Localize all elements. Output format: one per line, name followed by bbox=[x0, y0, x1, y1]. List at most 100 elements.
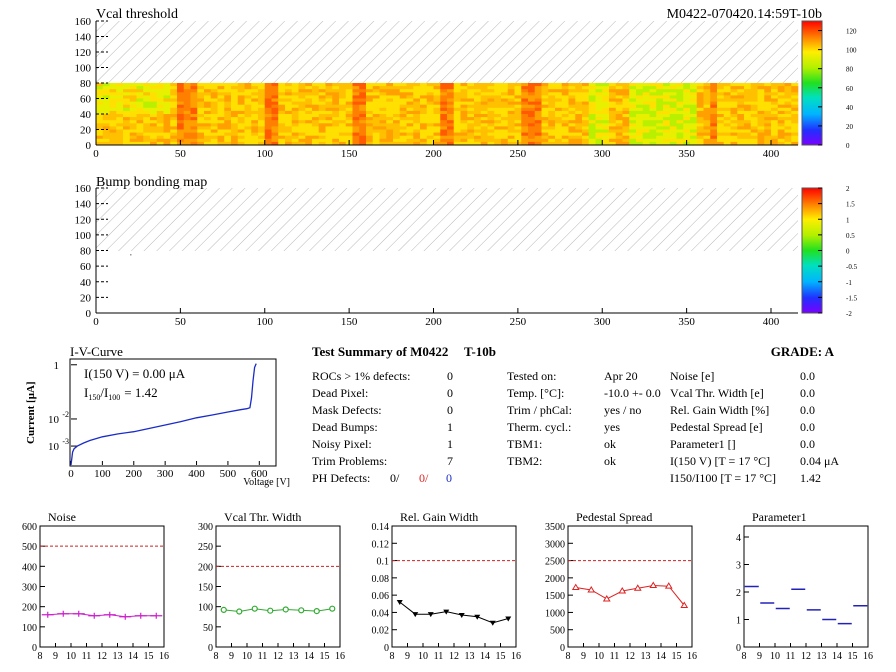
gain-width-x-tick-label: 12 bbox=[449, 651, 459, 662]
vcal-map-cell bbox=[622, 126, 630, 130]
vcal-map-cell bbox=[690, 126, 698, 130]
vcal-map-cell bbox=[669, 126, 677, 130]
vcal-map-cell bbox=[588, 107, 596, 112]
summary-left-label: ROCs > 1% defects: bbox=[312, 369, 410, 383]
bump-palette-tick-label: 1 bbox=[846, 216, 850, 224]
parameter1-y-tick-label: 1 bbox=[736, 616, 741, 627]
vcal-map-cell bbox=[784, 135, 792, 140]
vcal-map-cell bbox=[379, 129, 387, 133]
vcal-map-cell bbox=[480, 95, 488, 99]
vcal-map-cell bbox=[393, 123, 401, 127]
vcal-map-cell bbox=[156, 83, 164, 87]
vcal-map-cell bbox=[696, 120, 704, 124]
gain-width-y-tick-label: 0.08 bbox=[372, 574, 390, 585]
vcal-map-cell bbox=[656, 83, 664, 87]
vcal-map-cell bbox=[393, 138, 401, 143]
vcal-map-cell bbox=[352, 123, 360, 127]
vcal-map-cell bbox=[602, 92, 610, 96]
vcal-map-cell bbox=[318, 123, 326, 127]
vcal-map-cell bbox=[420, 135, 428, 140]
bump-map-y-tick-label: 100 bbox=[75, 230, 92, 242]
vcal-map-cell bbox=[406, 95, 414, 99]
vcal-map-cell bbox=[393, 92, 401, 96]
vcal-map-cell bbox=[109, 98, 117, 102]
vcal-map-cell bbox=[143, 141, 151, 146]
noise-point bbox=[57, 610, 70, 617]
vcal-map-cell bbox=[170, 114, 178, 118]
vcal-map-cell bbox=[251, 117, 259, 121]
vcal-map-cell bbox=[656, 126, 664, 130]
vcal-map-cell bbox=[298, 114, 306, 118]
vcal-map-cell bbox=[372, 135, 380, 140]
vcal-map-cell bbox=[669, 135, 677, 140]
vcal-map-cell bbox=[683, 135, 691, 140]
vcal-map-cell bbox=[534, 104, 542, 109]
vcal-map-cell bbox=[406, 101, 414, 105]
vcal-map-cell bbox=[480, 117, 488, 121]
vcal-map-cell bbox=[757, 86, 765, 90]
vcal-map-cell bbox=[251, 104, 259, 109]
vcal-map-cell bbox=[447, 135, 455, 140]
vcal-map-cell bbox=[325, 107, 333, 112]
vcal-map-cell bbox=[771, 101, 779, 105]
gain-width-point bbox=[505, 616, 512, 622]
vcal-map-cell bbox=[386, 89, 394, 93]
vcal-map-cell bbox=[703, 83, 711, 87]
vcal-map-cell bbox=[730, 110, 738, 115]
vcal-map-cell bbox=[447, 123, 455, 127]
vcal-map-cell bbox=[460, 110, 468, 115]
vcal-map-cell bbox=[136, 107, 144, 112]
vcal-width-plot-title: Vcal Thr. Width bbox=[224, 510, 301, 524]
vcal-map-cell bbox=[177, 120, 185, 124]
vcal-map-cell bbox=[696, 110, 704, 115]
vcal-map-cell bbox=[676, 92, 684, 96]
vcal-map-cell bbox=[595, 89, 603, 93]
vcal-map-cell bbox=[663, 83, 671, 87]
vcal-map-cell bbox=[204, 92, 212, 96]
vcal-map-cell bbox=[96, 107, 104, 112]
vcal-map-cell bbox=[312, 129, 320, 133]
vcal-map-cell bbox=[339, 104, 347, 109]
vcal-map-cell bbox=[305, 129, 313, 133]
vcal-map-cell bbox=[696, 114, 704, 118]
vcal-map-cell bbox=[615, 114, 623, 118]
vcal-map-cell bbox=[217, 86, 225, 90]
vcal-map-cell bbox=[750, 89, 758, 93]
vcal-map-cell bbox=[609, 89, 617, 93]
vcal-map-cell bbox=[96, 117, 104, 121]
vcal-map-cell bbox=[156, 101, 164, 105]
vcal-map-cell bbox=[784, 83, 792, 87]
bump-map-y-tick-label: 120 bbox=[75, 214, 92, 226]
vcal-map-cell bbox=[507, 95, 515, 99]
vcal-map-cell bbox=[717, 89, 725, 93]
vcal-map-cell bbox=[669, 123, 677, 127]
vcal-map-cell bbox=[170, 138, 178, 143]
vcal-map-cell bbox=[325, 104, 333, 109]
vcal-map-cell bbox=[757, 104, 765, 109]
vcal-map-cell bbox=[791, 98, 799, 102]
vcal-map-cell bbox=[312, 107, 320, 112]
vcal-map-cell bbox=[717, 114, 725, 118]
vcal-map-cell bbox=[399, 123, 407, 127]
summary-right-label: I150/I100 [T = 17 °C] bbox=[670, 471, 776, 485]
vcal-map-cell bbox=[602, 120, 610, 124]
vcal-map-cell bbox=[474, 135, 482, 140]
vcal-map-cell bbox=[102, 86, 110, 90]
vcal-map-cell bbox=[420, 86, 428, 90]
vcal-map-cell bbox=[109, 117, 117, 121]
vcal-map-cell bbox=[771, 138, 779, 143]
vcal-map-cell bbox=[615, 141, 623, 146]
vcal-map-cell bbox=[528, 126, 536, 130]
vcal-map-cell bbox=[339, 123, 347, 127]
vcal-map-cell bbox=[730, 101, 738, 105]
vcal-map-x-tick-label: 100 bbox=[257, 148, 274, 160]
vcal-map-cell bbox=[109, 129, 117, 133]
vcal-map-cell bbox=[750, 141, 758, 146]
bump-map-dead-bump bbox=[130, 254, 132, 256]
gain-width-series-line bbox=[399, 601, 509, 624]
vcal-map-cell bbox=[710, 132, 718, 136]
vcal-map-cell bbox=[561, 107, 569, 112]
summary-mid-label: Tested on: bbox=[507, 369, 556, 383]
vcal-map-cell bbox=[197, 123, 205, 127]
vcal-map-cell bbox=[514, 107, 522, 112]
